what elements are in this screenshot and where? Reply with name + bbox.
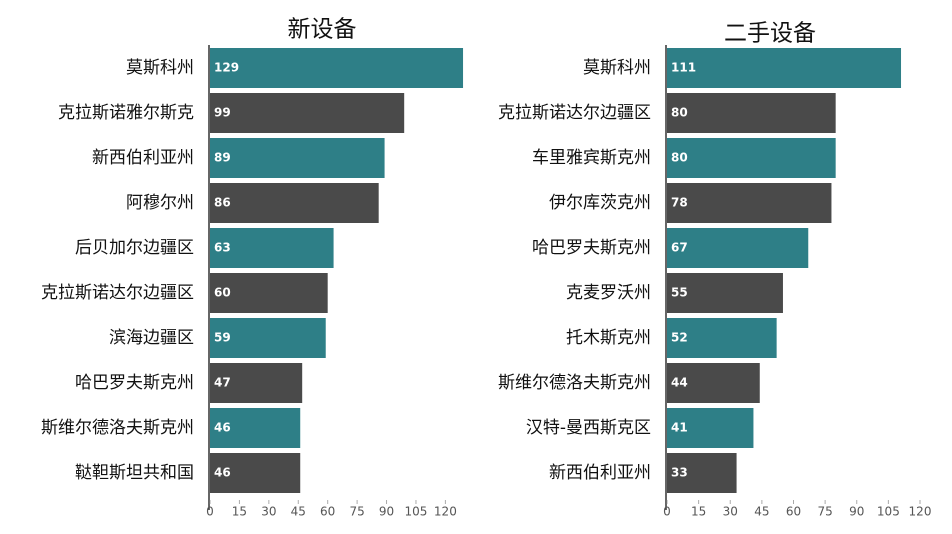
x-tick-label: 75	[817, 505, 832, 519]
x-tick-label: 120	[909, 505, 932, 519]
bar	[667, 273, 783, 313]
bar	[210, 48, 464, 88]
category-label: 车里雅宾斯克州	[532, 148, 651, 168]
bar	[210, 228, 334, 268]
x-tick-label: 120	[434, 505, 457, 519]
bar	[210, 273, 328, 313]
bar	[210, 138, 385, 178]
category-label: 滨海边疆区	[109, 328, 194, 348]
value-label: 78	[671, 196, 688, 210]
category-label: 克拉斯诺达尔边疆区	[41, 283, 194, 303]
value-label: 67	[671, 241, 688, 255]
value-label: 111	[671, 61, 696, 75]
value-label: 99	[214, 106, 231, 120]
bar	[210, 453, 301, 493]
bar	[667, 408, 754, 448]
category-label: 新西伯利亚州	[549, 463, 651, 483]
category-label: 托木斯克州	[566, 328, 651, 348]
x-tick-label: 15	[691, 505, 706, 519]
category-label: 克拉斯诺雅尔斯克	[58, 103, 194, 123]
value-label: 63	[214, 241, 231, 255]
value-label: 47	[214, 376, 231, 390]
value-label: 46	[214, 421, 231, 435]
bar	[667, 363, 760, 403]
chart-title: 二手设备	[724, 21, 816, 47]
category-label: 莫斯科州	[126, 58, 194, 78]
bar	[667, 93, 836, 133]
bar	[667, 318, 777, 358]
x-tick-label: 90	[849, 505, 864, 519]
x-tick-label: 105	[405, 505, 428, 519]
category-label: 克拉斯诺达尔边疆区	[498, 103, 651, 123]
bar	[667, 228, 809, 268]
value-label: 46	[214, 466, 231, 480]
x-tick-label: 15	[232, 505, 247, 519]
category-label: 斯维尔德洛夫斯克州	[41, 418, 194, 438]
x-tick-label: 45	[291, 505, 306, 519]
x-tick-label: 105	[877, 505, 900, 519]
x-tick-label: 75	[349, 505, 364, 519]
value-label: 89	[214, 151, 231, 165]
category-label: 汉特-曼西斯克区	[526, 418, 651, 438]
bar	[667, 48, 902, 88]
category-label: 莫斯科州	[583, 58, 651, 78]
value-label: 60	[214, 286, 231, 300]
x-tick-label: 60	[320, 505, 335, 519]
value-label: 129	[214, 61, 239, 75]
bar	[667, 453, 737, 493]
x-tick-label: 0	[206, 505, 214, 519]
category-label: 哈巴罗夫斯克州	[75, 373, 194, 393]
chart-title: 新设备	[288, 17, 357, 43]
x-tick-label: 30	[261, 505, 276, 519]
value-label: 55	[671, 286, 688, 300]
bar	[210, 318, 326, 358]
bar	[667, 183, 832, 223]
category-label: 斯维尔德洛夫斯克州	[498, 373, 651, 393]
bar	[210, 93, 405, 133]
x-tick-label: 90	[379, 505, 394, 519]
bar	[210, 183, 379, 223]
category-label: 伊尔库茨克州	[549, 193, 651, 213]
value-label: 80	[671, 151, 688, 165]
category-label: 阿穆尔州	[126, 193, 194, 213]
value-label: 59	[214, 331, 231, 345]
category-label: 哈巴罗夫斯克州	[532, 238, 651, 258]
value-label: 80	[671, 106, 688, 120]
category-label: 后贝加尔边疆区	[75, 238, 194, 258]
bar	[210, 408, 301, 448]
bar	[210, 363, 303, 403]
value-label: 33	[671, 466, 688, 480]
category-label: 克麦罗沃州	[566, 283, 651, 303]
value-label: 52	[671, 331, 688, 345]
x-tick-label: 60	[786, 505, 801, 519]
bar	[667, 138, 836, 178]
x-tick-label: 45	[754, 505, 769, 519]
category-label: 鞑靼斯坦共和国	[75, 463, 194, 483]
category-label: 新西伯利亚州	[92, 148, 194, 168]
x-tick-label: 0	[663, 505, 671, 519]
x-tick-label: 30	[723, 505, 738, 519]
value-label: 86	[214, 196, 231, 210]
value-label: 41	[671, 421, 688, 435]
value-label: 44	[671, 376, 688, 390]
